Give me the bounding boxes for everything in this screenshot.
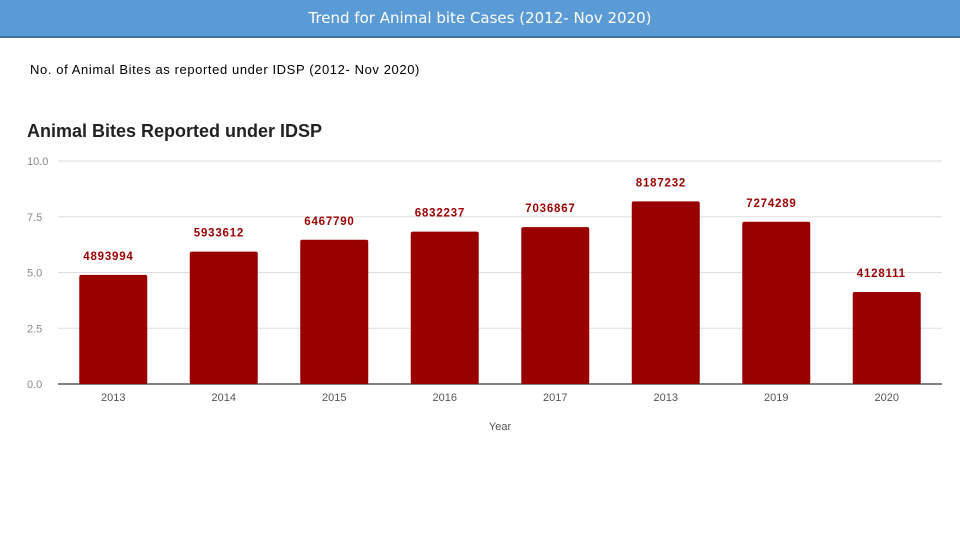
slide-title: Trend for Animal bite Cases (2012- Nov 2… [308,9,652,27]
slide-subtitle: No. of Animal Bites as reported under ID… [30,62,420,77]
data-label: 6467790 [304,216,354,228]
bar [410,231,479,384]
data-label: 6832237 [415,208,465,220]
y-tick-label: 0.0 [27,379,42,391]
bar [742,221,811,384]
bar [852,291,921,384]
data-label: 4893994 [83,251,133,263]
bar [521,227,590,384]
bar [189,251,258,384]
data-label: 4128111 [857,268,906,280]
x-tick-label: 2014 [212,392,236,404]
x-tick-label: 2013 [101,392,125,404]
data-label: 7036867 [525,203,575,215]
y-tick-label: 7.5 [27,212,42,224]
bar [631,201,700,384]
x-tick-label: 2015 [322,392,346,404]
x-axis-title: Year [489,421,512,433]
data-label: 5933612 [194,228,244,240]
x-tick-label: 2020 [875,392,899,404]
x-tick-label: 2013 [654,392,678,404]
y-tick-label: 5.0 [27,268,42,280]
data-label: 8187232 [636,177,686,189]
y-tick-label: 10.0 [27,156,48,168]
x-tick-label: 2017 [543,392,567,404]
data-label: 7274289 [746,198,796,210]
bar [300,239,369,384]
bar [79,274,148,384]
x-tick-label: 2019 [764,392,788,404]
slide-header: Trend for Animal bite Cases (2012- Nov 2… [0,0,960,38]
x-tick-label: 2016 [433,392,457,404]
chart-title: Animal Bites Reported under IDSP [27,121,323,141]
y-tick-label: 2.5 [27,323,42,335]
